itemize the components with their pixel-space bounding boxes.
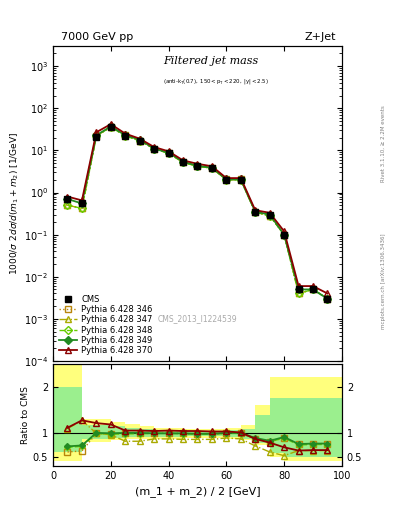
Text: Rivet 3.1.10, ≥ 2.2M events: Rivet 3.1.10, ≥ 2.2M events [381, 105, 386, 182]
Text: 7000 GeV pp: 7000 GeV pp [61, 32, 133, 42]
X-axis label: (m_1 + m_2) / 2 [GeV]: (m_1 + m_2) / 2 [GeV] [135, 486, 260, 497]
Y-axis label: Ratio to CMS: Ratio to CMS [21, 386, 30, 444]
Text: CMS_2013_I1224539: CMS_2013_I1224539 [158, 314, 237, 323]
Text: Z+Jet: Z+Jet [305, 32, 336, 42]
Legend: CMS, Pythia 6.428 346, Pythia 6.428 347, Pythia 6.428 348, Pythia 6.428 349, Pyt: CMS, Pythia 6.428 346, Pythia 6.428 347,… [57, 293, 154, 357]
Y-axis label: $1000/\sigma\ 2d\sigma/d(m_1 + m_2)\ [1/\mathrm{GeV}]$: $1000/\sigma\ 2d\sigma/d(m_1 + m_2)\ [1/… [9, 132, 21, 275]
Text: Filtered jet mass: Filtered jet mass [163, 55, 258, 66]
Text: $_{\mathregular{(anti\text{-}k_T(0.7),\ 150<p_T<220,\ |y|<2.5)}}$: $_{\mathregular{(anti\text{-}k_T(0.7),\ … [163, 77, 269, 88]
Text: mcplots.cern.ch [arXiv:1306.3436]: mcplots.cern.ch [arXiv:1306.3436] [381, 234, 386, 329]
